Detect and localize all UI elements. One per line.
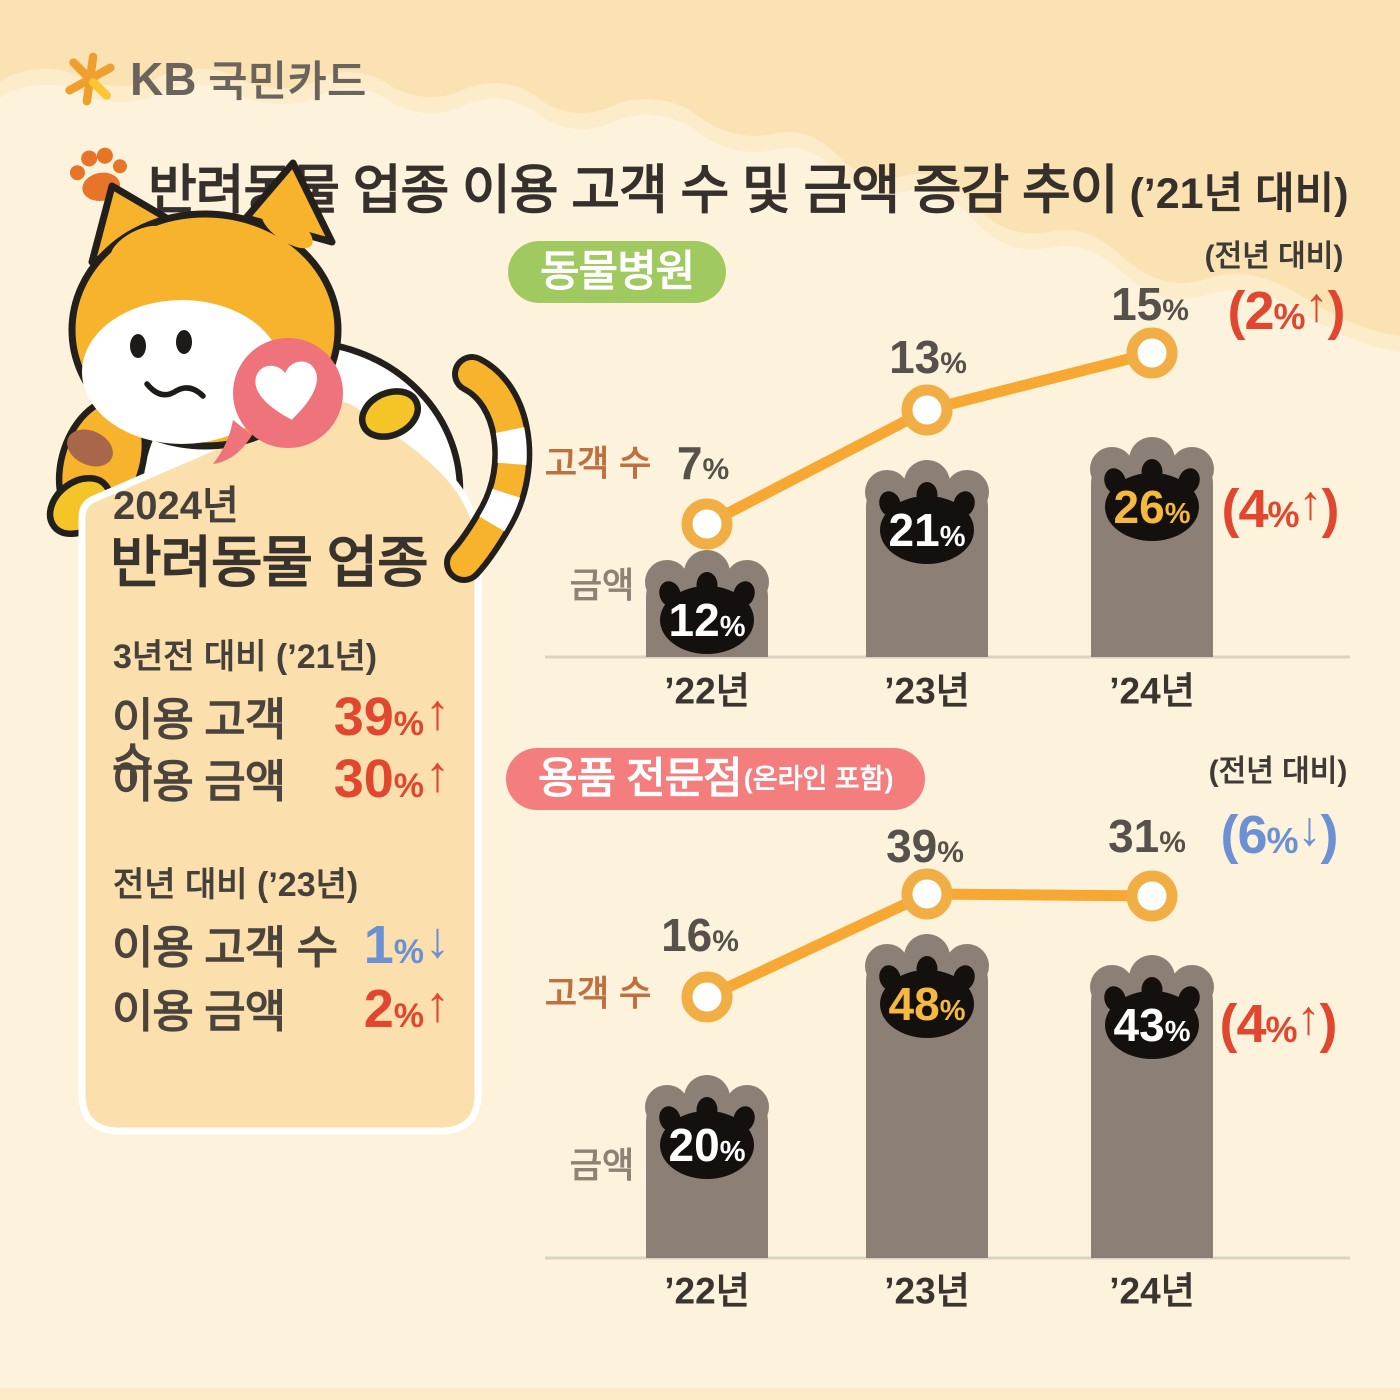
card-row: 이용 금액 2%↑: [112, 976, 450, 1039]
line-value-label: 39%: [886, 820, 964, 872]
card-row-label: 이용 고객 수: [112, 694, 286, 790]
page-title: 반려동물 업종 이용 고객 수 및 금액 증감 추이: [148, 161, 1118, 220]
bar-value-label: 26%: [1114, 481, 1191, 533]
brand-logo: KB 국민카드: [62, 48, 367, 109]
bar-value-label: 48%: [889, 978, 966, 1030]
bar-value-label: 20%: [669, 1119, 746, 1171]
x-axis-label: ’23년: [884, 670, 970, 712]
card-title: 반려동물 업종: [110, 531, 429, 594]
card-row: 이용 고객 수 39%↑: [112, 684, 450, 790]
chart-title: 용품 전문점: [538, 754, 743, 803]
heart-icon: [255, 361, 317, 420]
series-label-amount: 금액: [569, 1146, 635, 1186]
yoy-note: (전년 대비): [1204, 240, 1344, 273]
bar-value-label: 21%: [889, 504, 966, 556]
series-label-customer: 고객 수: [544, 974, 652, 1014]
yoy-note: (전년 대비): [1208, 755, 1348, 788]
cat-smile: [144, 381, 206, 399]
line-yoy-annotation: (2%↑): [1227, 279, 1345, 341]
card-row-value: 1%↓: [363, 912, 450, 975]
paw-bar: 20%: [645, 1075, 769, 1258]
card-row-label: 이용 고객 수: [112, 922, 338, 973]
line-value-label: 31%: [1108, 810, 1186, 862]
line-yoy-annotation: (6%↓): [1220, 803, 1338, 865]
bar-yoy-annotation: (4%↑): [1219, 992, 1337, 1054]
x-axis-label: ’24년: [1109, 670, 1195, 712]
card-section2-header: 전년 대비 (’23년): [113, 866, 359, 904]
card-row-value: 2%↑: [363, 976, 450, 1039]
trend-marker: [681, 498, 733, 550]
x-axis-label: ’24년: [1109, 1270, 1195, 1312]
brand-kb: KB: [130, 52, 197, 105]
cat-eye-right: [176, 330, 192, 354]
paw-bar: 48%: [865, 934, 989, 1258]
line-value-label: 15%: [1111, 278, 1189, 330]
card-section1-header: 3년전 대비 (’21년): [113, 638, 378, 676]
card-row-label: 이용 금액: [112, 986, 286, 1037]
bar-value-label: 43%: [1114, 999, 1191, 1051]
chart-badge-2: 용품 전문점 (온라인 포함): [506, 748, 926, 810]
line-value-label: 16%: [661, 909, 739, 961]
line-value-label: 13%: [889, 331, 967, 383]
x-axis-label: ’22년: [664, 670, 750, 712]
trend-marker: [901, 868, 953, 920]
cat-eye-left: [130, 334, 146, 358]
card-row-value: 39%↑: [333, 684, 450, 747]
paw-bar: 26%: [1090, 437, 1214, 657]
page-title-suffix: (’21년 대비): [1129, 170, 1349, 218]
paw-bar: 43%: [1090, 955, 1214, 1258]
chart-title: 동물병원: [540, 247, 695, 296]
card-row: 이용 고객 수 1%↓: [112, 912, 450, 975]
card-row-value: 30%↑: [333, 746, 450, 809]
trend-line: [701, 888, 1158, 1003]
bar-yoy-annotation: (4%↑): [1221, 477, 1339, 539]
line-value-label: 7%: [676, 437, 730, 489]
series-label-customer: 고객 수: [544, 444, 652, 484]
cat-tail: [444, 354, 533, 583]
trend-marker: [1126, 327, 1178, 379]
series-label-amount: 금액: [569, 566, 635, 606]
paw-icon: [69, 147, 127, 201]
chart-title-note: (온라인 포함): [743, 763, 894, 794]
speech-bubble: [213, 338, 343, 464]
bg-bottom-strip: [0, 1388, 1400, 1400]
cat-right-paw: [359, 388, 421, 440]
card-year: 2024년: [113, 484, 239, 528]
kb-star-icon: [65, 52, 115, 105]
chart-badge-1: 동물병원: [508, 241, 727, 303]
trend-marker: [901, 384, 953, 436]
paw-bar: 21%: [865, 460, 989, 657]
trend-marker: [681, 971, 733, 1023]
cat-arm-patch: [67, 429, 113, 467]
brand-name: 국민카드: [208, 58, 368, 105]
cat-face-patch: [82, 300, 282, 444]
paw-bar: 12%: [645, 550, 769, 657]
x-axis-label: ’22년: [664, 1270, 750, 1312]
trend-marker: [1126, 870, 1178, 922]
x-axis-label: ’23년: [884, 1270, 970, 1312]
card-row-label: 이용 금액: [112, 756, 286, 807]
bar-value-label: 12%: [669, 594, 746, 646]
card-row: 이용 금액 30%↑: [112, 746, 450, 809]
page-title-row: 반려동물 업종 이용 고객 수 및 금액 증감 추이 (’21년 대비): [148, 148, 1349, 224]
cat-left-paw: [46, 474, 114, 538]
